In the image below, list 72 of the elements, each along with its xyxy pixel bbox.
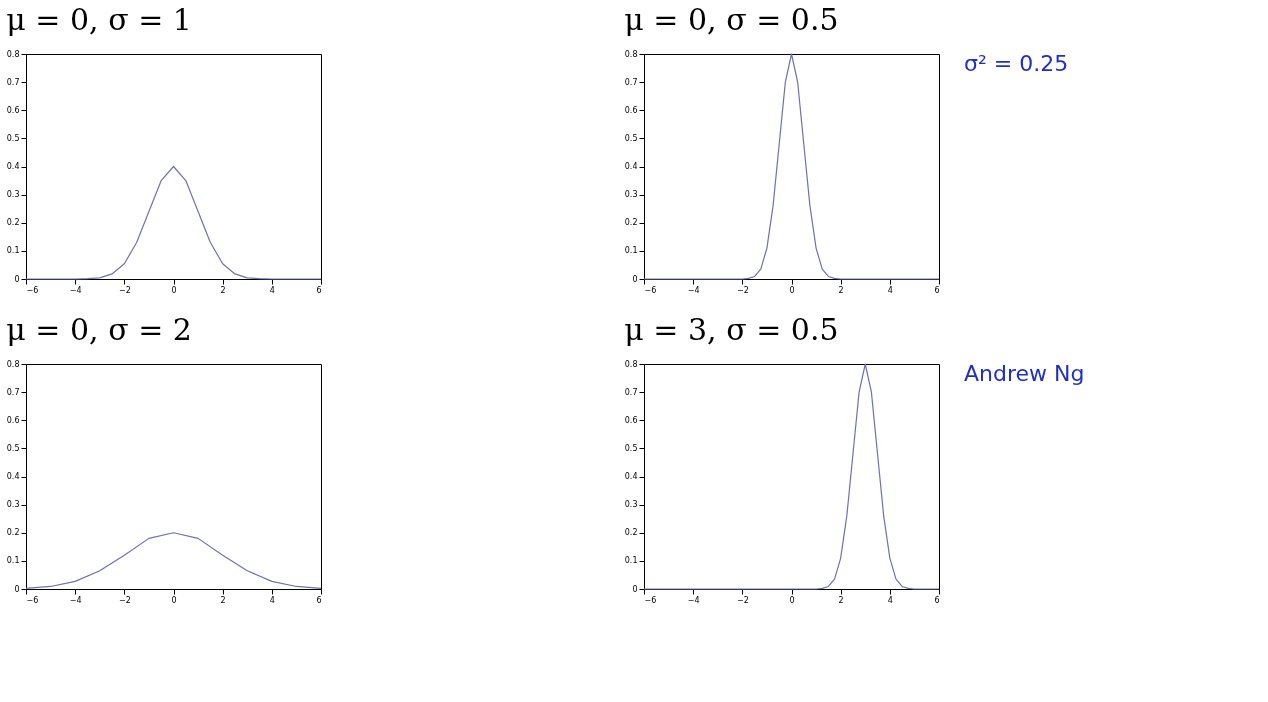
x-tick-label: 0: [789, 285, 795, 295]
x-tick-label: −2: [736, 285, 749, 295]
x-tick-label: −4: [687, 595, 700, 605]
y-tick-label: 0.5: [6, 133, 20, 143]
y-tick-label: 0.2: [624, 528, 638, 538]
line-series: [25, 165, 322, 280]
y-tick-label: 0.7: [6, 387, 20, 397]
y-tick-label: 0: [632, 274, 638, 284]
y-tick-label: 0.2: [6, 528, 20, 538]
x-tick-label: −4: [69, 595, 82, 605]
x-tick-label: −6: [644, 595, 657, 605]
x-tick-label: −2: [118, 595, 131, 605]
y-tick-label: 0: [14, 274, 20, 284]
x-tick-label: 6: [934, 285, 940, 295]
y-tick-label: 0.3: [624, 500, 638, 510]
y-tick-label: 0.4: [6, 162, 20, 171]
y-tick-label: 0.3: [6, 500, 20, 510]
y-tick-label: 0.8: [6, 49, 20, 59]
x-tick-label: 4: [269, 285, 275, 295]
y-tick-label: 0.7: [6, 77, 20, 87]
y-tick-label: 0.8: [6, 359, 20, 369]
y-tick-label: 0.4: [624, 162, 638, 171]
x-tick-label: 2: [838, 285, 844, 295]
text: σ² = 0.25: [964, 51, 1069, 76]
y-tick-label: 0.5: [6, 443, 20, 453]
x-tick-label: 6: [934, 595, 940, 605]
y-tick-label: 0.3: [624, 190, 638, 200]
y-tick-label: 0.1: [624, 246, 638, 256]
y-tick-label: 0.5: [624, 443, 638, 453]
x-tick-label: −6: [26, 595, 39, 605]
y-tick-label: 0.6: [6, 415, 20, 425]
x-tick-label: 2: [838, 595, 844, 605]
x-tick-label: 6: [316, 595, 322, 605]
y-tick-label: 0.6: [624, 105, 638, 115]
text: Andrew Ng: [964, 361, 1085, 386]
x-tick-label: 0: [171, 285, 177, 295]
x-tick-label: 2: [220, 285, 226, 295]
y-tick-label: 0: [14, 584, 20, 594]
y-tick-label: 0.1: [6, 556, 20, 566]
y-tick-label: 0.2: [624, 218, 638, 228]
x-tick-label: 2: [220, 595, 226, 605]
x-tick-label: −4: [69, 285, 82, 295]
x-tick-label: 6: [316, 285, 322, 295]
x-tick-label: −2: [118, 285, 131, 295]
x-tick-label: −2: [736, 595, 749, 605]
y-tick-label: 0.7: [624, 387, 638, 397]
x-tick-label: 0: [171, 595, 177, 605]
x-tick-label: −4: [687, 285, 700, 295]
chart-title: μ = 0, σ = 2: [6, 312, 192, 347]
y-tick-label: 0.7: [624, 77, 638, 87]
x-tick-label: 4: [887, 595, 893, 605]
y-tick-label: 0.1: [624, 556, 638, 566]
x-tick-label: 0: [789, 595, 795, 605]
chart-title: μ = 3, σ = 0.5: [624, 312, 839, 347]
x-tick-label: 4: [269, 595, 275, 605]
y-tick-label: 0.4: [6, 472, 20, 481]
y-tick-label: 0: [632, 584, 638, 594]
x-tick-label: 4: [887, 285, 893, 295]
x-tick-label: −6: [644, 285, 657, 295]
y-tick-label: 0.2: [6, 218, 20, 228]
y-tick-label: 0.5: [624, 133, 638, 143]
y-tick-label: 0.1: [6, 246, 20, 256]
y-tick-label: 0.6: [624, 415, 638, 425]
y-tick-label: 0.6: [6, 105, 20, 115]
x-tick-label: −6: [26, 285, 39, 295]
chart-title: μ = 0, σ = 0.5: [624, 2, 839, 37]
y-tick-label: 0.3: [6, 190, 20, 200]
y-tick-label: 0.8: [624, 359, 638, 369]
chart-title: μ = 0, σ = 1: [6, 2, 192, 37]
line-series: [25, 532, 322, 590]
y-tick-label: 0.4: [624, 472, 638, 481]
y-tick-label: 0.8: [624, 49, 638, 59]
